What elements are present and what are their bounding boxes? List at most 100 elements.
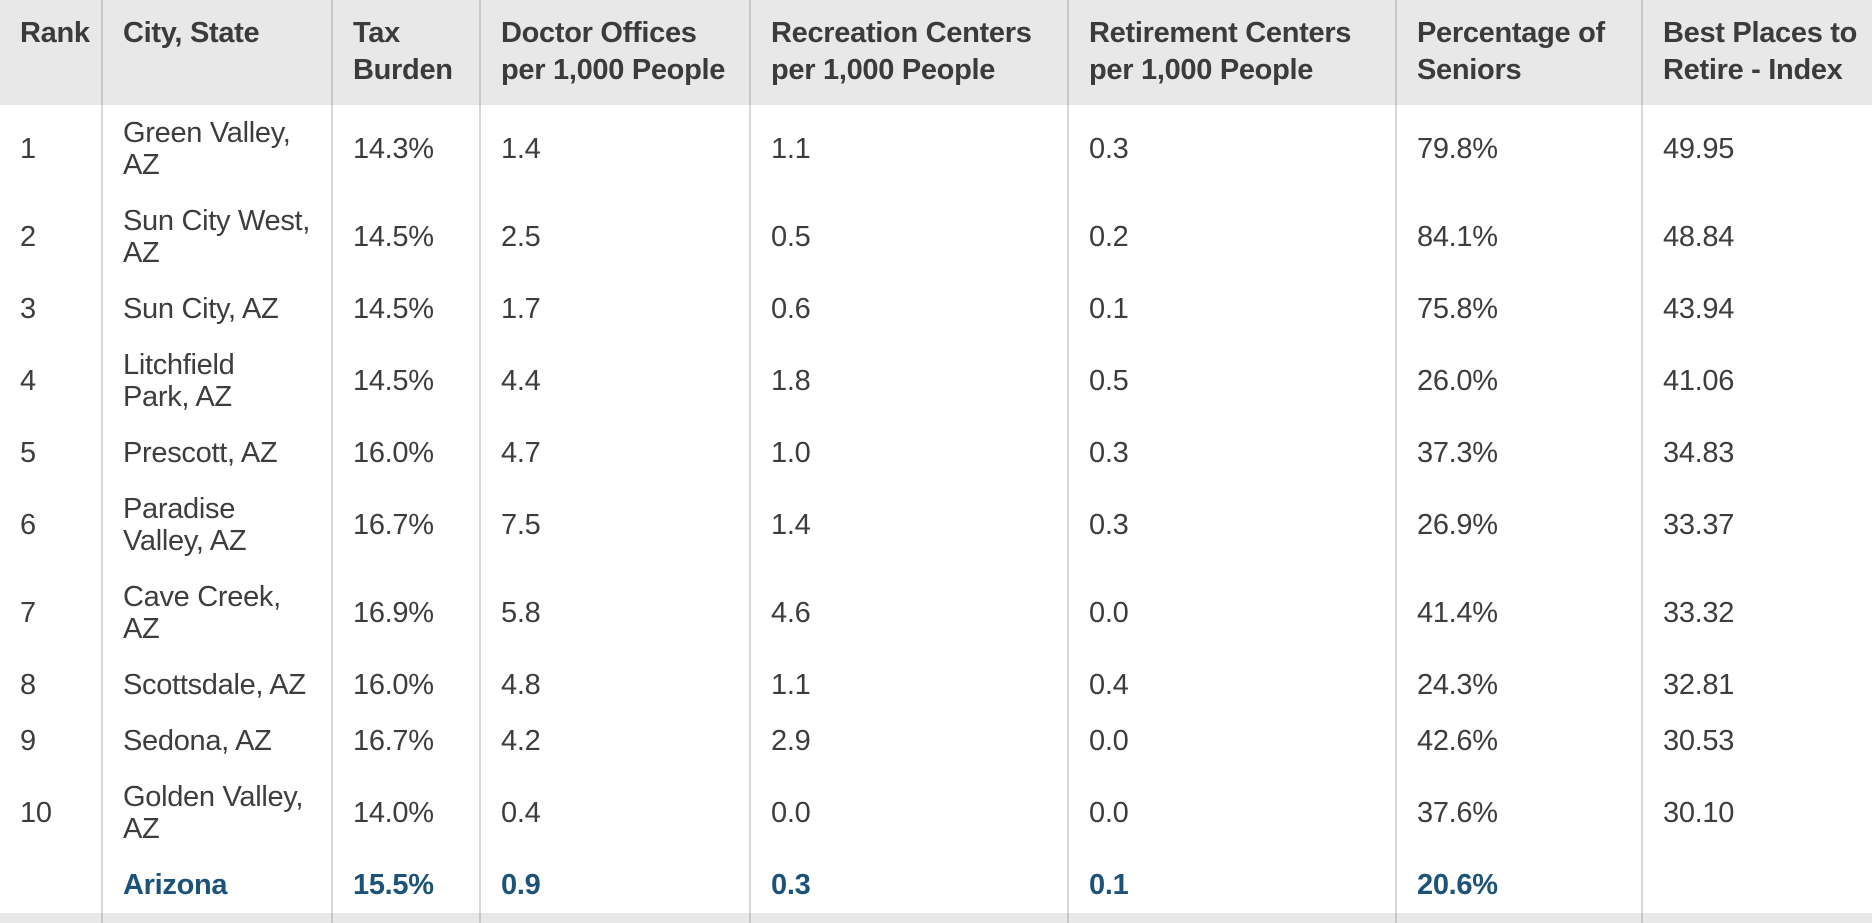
city-row: 3 Sun City, AZ 14.5% 1.7 0.6 0.1 75.8% 43.94	[0, 281, 1872, 337]
cell-best-places-index: 30.10	[1663, 797, 1735, 829]
cell-rank: 9	[0, 713, 103, 769]
cell-retirement-centers: 0.0	[1068, 769, 1397, 857]
cell-best-places-index: 30.53	[1663, 725, 1735, 757]
table-body: 1 Green Valley, AZ 14.3% 1.4 1.1 0.3 79.8% 49.9…	[0, 105, 1872, 913]
cell-percentage-of-seniors: 79.8%	[1396, 105, 1643, 193]
cell-doctor-offices: 4.4	[480, 337, 751, 425]
cell-city-state: Arizona	[102, 857, 333, 913]
cell-tax-burden: 16.7%	[332, 481, 481, 569]
cell-recreation-centers: 0.0	[750, 769, 1069, 857]
cell-doctor-offices: 2.5	[480, 193, 751, 281]
cell-recreation-centers: 4.6	[750, 569, 1069, 657]
cell-retirement-centers: 0.0	[1068, 713, 1397, 769]
cell-tax-burden: 16.9%	[332, 569, 481, 657]
cell-city-state: Scottsdale, AZ	[102, 657, 333, 713]
cell-city-state: Golden Valley, AZ	[102, 769, 333, 857]
footer-strip-cell	[1068, 913, 1397, 923]
cell-retirement-centers: 0.5	[1068, 337, 1397, 425]
cell-percentage-of-seniors: 37.3%	[1396, 425, 1643, 481]
cell-recreation-centers: 1.0	[750, 425, 1069, 481]
cell-tax-burden: 14.5%	[332, 337, 481, 425]
footer-strip-cell	[1396, 913, 1643, 923]
cell-tax-burden: 16.0%	[332, 425, 481, 481]
cell-city-state: Sun City, AZ	[102, 281, 333, 337]
cell-recreation-centers: 1.1	[750, 657, 1069, 713]
cell-percentage-of-seniors: 26.9%	[1396, 481, 1643, 569]
cell-doctor-offices: 0.9	[480, 857, 751, 913]
cell-rank: 5	[0, 425, 103, 481]
cell-percentage-of-seniors: 37.6%	[1396, 769, 1643, 857]
cell-tax-burden: 14.5%	[332, 193, 481, 281]
cell-doctor-offices: 4.8	[480, 657, 751, 713]
cell-best-places-index	[1642, 857, 1872, 913]
city-row: 2 Sun City West, AZ 14.5% 2.5 0.5 0.2 84.1% 48.…	[0, 193, 1872, 281]
column-header-percentage-of-seniors: Percentage of Seniors	[1396, 0, 1643, 105]
cell-rank: 8	[0, 657, 103, 713]
cell-city-state: Sedona, AZ	[102, 713, 333, 769]
table-footer	[0, 913, 1872, 923]
cell-recreation-centers: 1.4	[750, 481, 1069, 569]
cell-best-places-index: 32.81	[1663, 669, 1735, 701]
table-header: Rank City, State Tax Burden Doctor Offices …	[0, 0, 1872, 105]
city-row: 9 Sedona, AZ 16.7% 4.2 2.9 0.0 42.6% 30.53	[0, 713, 1872, 769]
cell-recreation-centers: 1.8	[750, 337, 1069, 425]
column-header-city-state: City, State	[102, 0, 333, 105]
cell-doctor-offices: 7.5	[480, 481, 751, 569]
cell-doctor-offices: 5.8	[480, 569, 751, 657]
column-header-tax-burden: Tax Burden	[332, 0, 481, 105]
cell-tax-burden: 14.0%	[332, 769, 481, 857]
cell-retirement-centers: 0.2	[1068, 193, 1397, 281]
cell-rank: 7	[0, 569, 103, 657]
footer-strip-cell	[102, 913, 333, 923]
cell-city-state: Paradise Valley, AZ	[102, 481, 333, 569]
cell-city-state: Green Valley, AZ	[102, 105, 333, 193]
cell-percentage-of-seniors: 20.6%	[1396, 857, 1643, 913]
city-row: 6 Paradise Valley, AZ 16.7% 7.5 1.4 0.3 26.9% 3…	[0, 481, 1872, 569]
footer-strip-row	[0, 913, 1872, 923]
city-row: 8 Scottsdale, AZ 16.0% 4.8 1.1 0.4 24.3% 32.81	[0, 657, 1872, 713]
cell-retirement-centers: 0.1	[1068, 857, 1397, 913]
cell-retirement-centers: 0.0	[1068, 569, 1397, 657]
cell-doctor-offices: 1.7	[480, 281, 751, 337]
cell-retirement-centers: 0.3	[1068, 481, 1397, 569]
cell-recreation-centers: 1.1	[750, 105, 1069, 193]
cell-percentage-of-seniors: 24.3%	[1396, 657, 1643, 713]
cell-doctor-offices: 4.7	[480, 425, 751, 481]
column-header-retirement-centers: Retirement Centers per 1,000 People	[1068, 0, 1397, 105]
footer-strip-cell	[480, 913, 751, 923]
cell-percentage-of-seniors: 42.6%	[1396, 713, 1643, 769]
cell-doctor-offices: 0.4	[480, 769, 751, 857]
cell-rank: 2	[0, 193, 103, 281]
cell-rank: 1	[0, 105, 103, 193]
cell-recreation-centers: 2.9	[750, 713, 1069, 769]
cell-best-places-index: 48.84	[1663, 221, 1735, 253]
cell-best-places-index: 49.95	[1663, 133, 1735, 165]
cell-percentage-of-seniors: 75.8%	[1396, 281, 1643, 337]
cell-city-state: Cave Creek, AZ	[102, 569, 333, 657]
footer-strip-cell	[750, 913, 1069, 923]
city-row: 4 Litchfield Park, AZ 14.5% 4.4 1.8 0.5 26.0% 4…	[0, 337, 1872, 425]
cell-tax-burden: 14.3%	[332, 105, 481, 193]
cell-tax-burden: 16.7%	[332, 713, 481, 769]
cell-recreation-centers: 0.6	[750, 281, 1069, 337]
cell-city-state: Litchfield Park, AZ	[102, 337, 333, 425]
column-header-doctor-offices: Doctor Offices per 1,000 People	[480, 0, 751, 105]
column-header-recreation-centers: Recreation Centers per 1,000 People	[750, 0, 1069, 105]
city-row: 1 Green Valley, AZ 14.3% 1.4 1.1 0.3 79.8% 49.9…	[0, 105, 1872, 193]
cell-retirement-centers: 0.3	[1068, 425, 1397, 481]
cell-best-places-index: 33.37	[1663, 509, 1735, 541]
footer-strip-cell	[0, 913, 103, 923]
cell-percentage-of-seniors: 41.4%	[1396, 569, 1643, 657]
cell-tax-burden: 14.5%	[332, 281, 481, 337]
cell-retirement-centers: 0.1	[1068, 281, 1397, 337]
cell-best-places-index: 33.32	[1663, 597, 1735, 629]
cell-retirement-centers: 0.4	[1068, 657, 1397, 713]
cell-recreation-centers: 0.5	[750, 193, 1069, 281]
cell-tax-burden: 16.0%	[332, 657, 481, 713]
cell-rank	[0, 857, 103, 913]
cell-doctor-offices: 1.4	[480, 105, 751, 193]
footer-strip-cell	[1642, 913, 1872, 923]
cell-rank: 3	[0, 281, 103, 337]
city-row: 5 Prescott, AZ 16.0% 4.7 1.0 0.3 37.3% 34.83	[0, 425, 1872, 481]
